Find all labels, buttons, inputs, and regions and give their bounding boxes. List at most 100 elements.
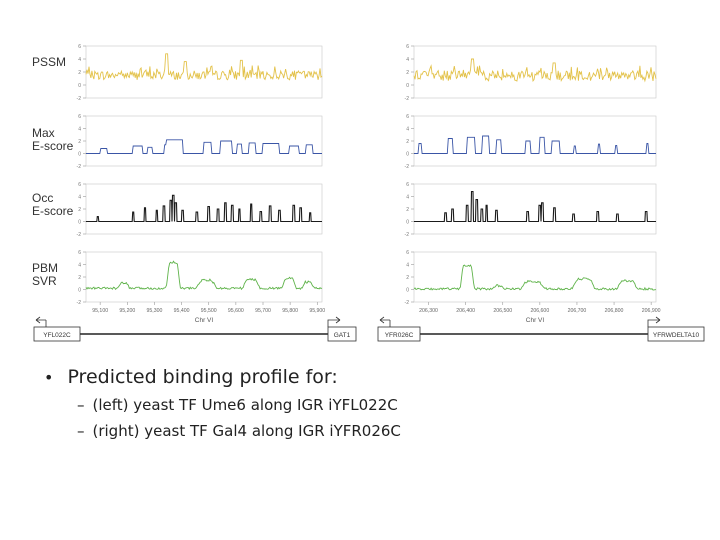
y-tick-label: 0 <box>78 83 81 89</box>
y-tick-label: 2 <box>78 139 81 145</box>
x-tick-label: 95,300 <box>147 308 163 314</box>
gene-box-right <box>647 326 705 342</box>
series-line-pbm-svr <box>413 264 656 291</box>
y-tick-label: 6 <box>78 44 81 50</box>
sub-bullet-right-text: (right) yeast TF Gal4 along IGR iYFR026C <box>92 422 401 440</box>
series-line-pssm <box>413 58 657 83</box>
y-tick-label: 2 <box>78 275 81 281</box>
y-tick-label: 4 <box>406 263 409 269</box>
y-tick-label: 6 <box>78 182 81 188</box>
y-tick-label: -2 <box>77 232 82 238</box>
gene-label-right: GAT1 <box>334 332 351 339</box>
x-tick-label: 206,800 <box>605 308 624 314</box>
x-axis-label: Chr VI <box>195 317 214 324</box>
y-tick-label: 6 <box>406 182 409 188</box>
y-tick-label: 2 <box>406 207 409 213</box>
panel-frame <box>85 183 323 235</box>
chart-canvas: 6 4 2 0 -2 6 4 2 0 -2 6 4 2 0 -2 6 4 2 0 -2 95,100 95,200 95,3… <box>33 44 705 342</box>
series-line-pssm <box>85 53 323 81</box>
row-label-occ-escore: Occ E-score <box>32 191 74 218</box>
sub-bullet-right: – (right) yeast TF Gal4 along IGR iYFR02… <box>77 422 684 440</box>
x-tick-label: 206,900 <box>642 308 661 314</box>
y-tick-label: -2 <box>405 96 410 102</box>
panel-frame <box>413 251 657 303</box>
panel-frame <box>413 115 657 167</box>
row-label-pssm: PSSM <box>32 55 67 69</box>
caption-bullets: • Predicted binding profile for: – (left… <box>44 366 684 440</box>
dash-icon: – <box>77 422 85 440</box>
x-tick-label: 95,200 <box>119 308 135 314</box>
binding-profile-figure: PSSM Max E-score Occ E-score PBM SVR 6 4 2… <box>32 44 705 342</box>
y-tick-label: -2 <box>77 164 82 170</box>
y-tick-label: 0 <box>406 288 409 294</box>
x-tick-label: 206,700 <box>568 308 587 314</box>
panel-frame <box>85 251 323 303</box>
arrow-right-icon <box>327 316 341 327</box>
panel-frame <box>85 115 323 167</box>
x-tick-label: 95,500 <box>201 308 217 314</box>
gene-box-left <box>33 326 81 342</box>
y-tick-label: 0 <box>78 288 81 294</box>
y-tick-label: 6 <box>406 250 409 256</box>
series-line-pbm-svr <box>85 260 323 291</box>
x-tick-label: 95,600 <box>228 308 244 314</box>
sub-bullet-left: – (left) yeast TF Ume6 along IGR iYFL022… <box>77 396 684 414</box>
y-tick-label: 4 <box>406 57 409 63</box>
y-tick-label: -2 <box>405 232 410 238</box>
y-tick-label: 4 <box>78 57 81 63</box>
x-tick-label: 206,500 <box>493 308 512 314</box>
y-tick-label: 2 <box>78 207 81 213</box>
panel-frame <box>413 45 657 99</box>
gene-box-right <box>327 326 357 342</box>
y-tick-label: 0 <box>78 152 81 158</box>
y-tick-label: -2 <box>77 300 82 306</box>
x-axis-label: Chr VI <box>526 317 545 324</box>
main-bullet-text: Predicted binding profile for: <box>67 366 338 388</box>
y-tick-label: 0 <box>406 220 409 226</box>
y-tick-label: -2 <box>77 96 82 102</box>
bullet-dot-icon: • <box>44 367 54 387</box>
x-tick-label: 95,800 <box>282 308 298 314</box>
y-tick-label: -2 <box>405 300 410 306</box>
series-line-occ-e-score <box>86 194 322 223</box>
x-tick-label: 206,300 <box>419 308 438 314</box>
y-tick-label: 4 <box>406 195 409 201</box>
gene-label-right: YFRWDELTA10 <box>653 332 700 339</box>
y-tick-label: 6 <box>406 44 409 50</box>
x-tick-label: 206,600 <box>530 308 549 314</box>
row-label-max-escore: Max E-score <box>32 126 74 153</box>
y-tick-label: 4 <box>78 127 81 133</box>
y-tick-label: 4 <box>78 263 81 269</box>
dash-icon: – <box>77 396 85 414</box>
y-tick-label: 6 <box>406 114 409 120</box>
y-tick-label: 2 <box>406 139 409 145</box>
arrow-right-icon <box>647 316 661 327</box>
series-line-max-e-score <box>86 139 322 154</box>
y-tick-label: 2 <box>406 70 409 76</box>
y-tick-label: -2 <box>405 164 410 170</box>
y-tick-label: 0 <box>406 152 409 158</box>
y-tick-label: 6 <box>78 250 81 256</box>
y-tick-label: 0 <box>78 220 81 226</box>
arrow-left-icon <box>35 316 47 327</box>
main-bullet: • Predicted binding profile for: <box>44 366 684 388</box>
gene-label-left: YFL022C <box>43 332 71 339</box>
series-line-occ-e-score <box>414 190 656 223</box>
x-tick-label: 95,400 <box>174 308 190 314</box>
x-tick-label: 95,100 <box>92 308 108 314</box>
y-tick-label: 2 <box>78 70 81 76</box>
y-tick-label: 4 <box>78 195 81 201</box>
x-tick-label: 206,400 <box>456 308 475 314</box>
sub-bullet-left-text: (left) yeast TF Ume6 along IGR iYFL022C <box>92 396 398 414</box>
y-tick-label: 6 <box>78 114 81 120</box>
y-tick-label: 2 <box>406 275 409 281</box>
y-tick-label: 4 <box>406 127 409 133</box>
x-tick-label: 95,700 <box>255 308 271 314</box>
series-line-max-e-score <box>414 135 656 154</box>
arrow-left-icon <box>379 316 391 327</box>
row-label-pbm-svr: PBM SVR <box>32 261 59 288</box>
panel-frame <box>413 183 657 235</box>
gene-box-left <box>377 326 421 342</box>
x-tick-label: 95,900 <box>309 308 325 314</box>
gene-label-left: YFR026C <box>385 332 414 339</box>
